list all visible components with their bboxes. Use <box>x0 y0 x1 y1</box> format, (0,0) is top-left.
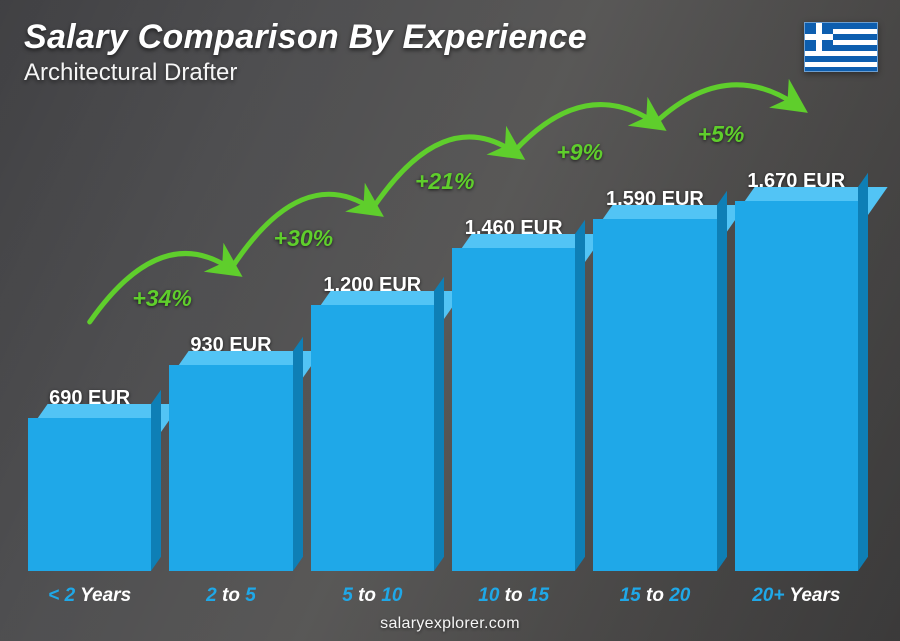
x-axis-label: 2 to 5 <box>169 585 292 607</box>
x-axis-label: 15 to 20 <box>593 585 716 607</box>
x-axis-label: 10 to 15 <box>452 585 575 607</box>
increase-pct-label: +5% <box>698 121 745 148</box>
infographic-stage: Salary Comparison By Experience Architec… <box>0 0 900 641</box>
x-axis-label: < 2 Years <box>28 585 151 607</box>
x-axis-label: 5 to 10 <box>311 585 434 607</box>
increase-pct-label: +21% <box>415 168 474 195</box>
increase-pct-label: +9% <box>556 139 603 166</box>
increase-arc <box>655 85 796 123</box>
bar-chart: 690 EUR 930 EUR 1,200 EUR 1,460 EUR 1,59… <box>28 110 858 571</box>
increase-pct-label: +34% <box>132 285 191 312</box>
x-axis-label: 20+ Years <box>735 585 858 607</box>
increase-pct-label: +30% <box>274 225 333 252</box>
footer-credit: salaryexplorer.com <box>0 615 900 633</box>
x-axis-labels: < 2 Years 2 to 5 5 to 10 10 to 15 15 to 20 20… <box>28 585 858 607</box>
increase-arcs <box>28 50 858 511</box>
